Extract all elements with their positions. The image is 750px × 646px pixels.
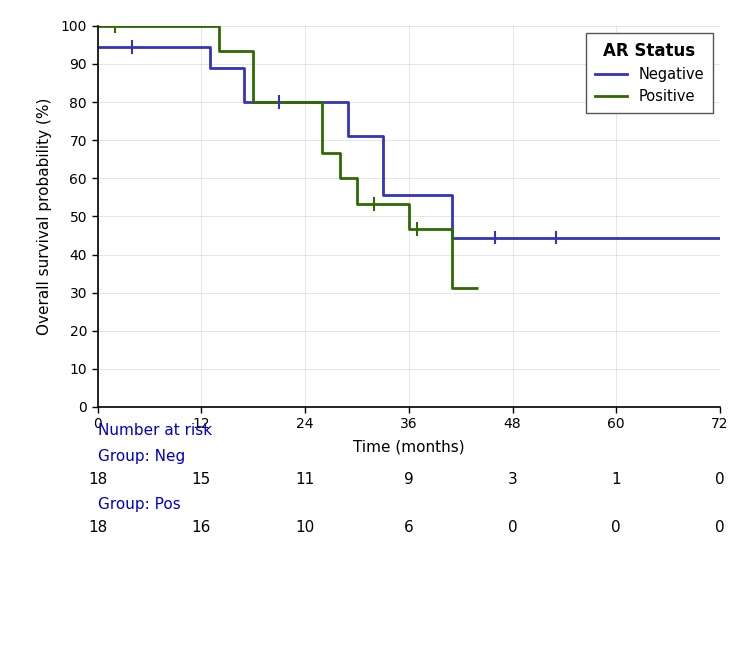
Text: 18: 18: [88, 472, 107, 486]
Text: 18: 18: [88, 520, 107, 535]
Text: Group: Neg: Group: Neg: [98, 449, 184, 464]
Text: 9: 9: [404, 472, 413, 486]
Text: 0: 0: [508, 520, 518, 535]
Text: 16: 16: [191, 520, 211, 535]
Y-axis label: Overall survival probability (%): Overall survival probability (%): [38, 98, 52, 335]
Text: 0: 0: [716, 520, 724, 535]
Text: 15: 15: [191, 472, 211, 486]
Text: 1: 1: [611, 472, 621, 486]
Text: 0: 0: [611, 520, 621, 535]
Text: 11: 11: [296, 472, 314, 486]
Text: Number at risk: Number at risk: [98, 423, 211, 438]
Legend: Negative, Positive: Negative, Positive: [586, 33, 712, 113]
Text: 10: 10: [296, 520, 314, 535]
Text: 3: 3: [508, 472, 518, 486]
X-axis label: Time (months): Time (months): [353, 440, 464, 455]
Text: Group: Pos: Group: Pos: [98, 497, 180, 512]
Text: 0: 0: [716, 472, 724, 486]
Text: 6: 6: [404, 520, 413, 535]
